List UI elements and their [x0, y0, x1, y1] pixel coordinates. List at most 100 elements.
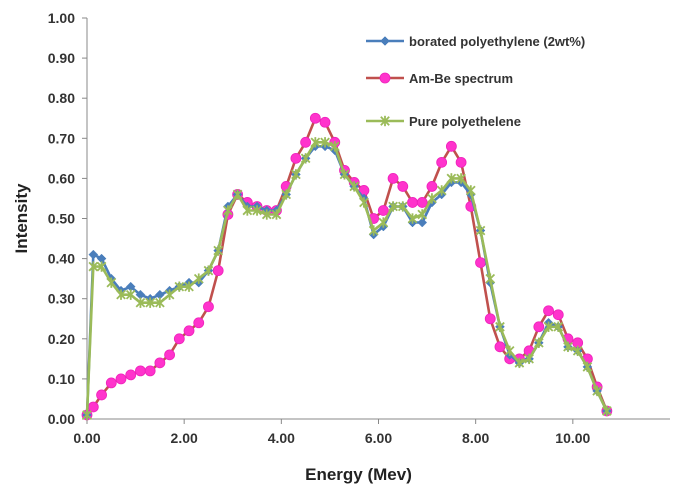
- data-point: [96, 389, 107, 401]
- legend-marker: [379, 72, 391, 84]
- data-point: [495, 321, 505, 332]
- x-tick-label: 10.00: [555, 430, 590, 446]
- data-point: [552, 309, 564, 321]
- data-point: [125, 289, 136, 300]
- series-2: [82, 137, 612, 421]
- data-point: [407, 213, 418, 224]
- data-point: [223, 205, 233, 216]
- data-point: [300, 153, 311, 164]
- y-tick-label: 0.10: [48, 371, 75, 387]
- data-point: [378, 217, 389, 228]
- data-point: [465, 185, 476, 196]
- data-point: [494, 341, 506, 353]
- y-tick-label: 0.30: [48, 291, 75, 307]
- x-axis-title: Energy (Mev): [305, 465, 412, 484]
- data-point: [281, 189, 292, 200]
- data-point: [388, 201, 398, 212]
- data-point: [543, 321, 554, 332]
- x-tick-label: 6.00: [365, 430, 392, 446]
- data-point: [319, 116, 331, 128]
- data-point: [96, 261, 107, 272]
- data-point: [144, 365, 156, 377]
- data-point: [572, 345, 583, 357]
- x-tick-label: 8.00: [462, 430, 489, 446]
- data-point: [212, 265, 224, 277]
- data-point: [88, 249, 99, 260]
- data-point: [368, 225, 379, 236]
- data-point: [193, 273, 204, 284]
- data-point: [524, 353, 534, 365]
- data-point: [106, 277, 117, 288]
- data-point: [164, 289, 175, 300]
- data-point: [349, 181, 360, 192]
- data-point: [173, 333, 185, 345]
- data-point: [290, 152, 302, 164]
- data-point: [417, 217, 428, 228]
- data-point: [484, 313, 496, 325]
- data-point: [261, 209, 272, 220]
- data-point: [155, 297, 165, 308]
- legend: borated polyethylene (2wt%) Am-Be spectru…: [366, 34, 585, 129]
- data-point: [417, 209, 428, 220]
- data-point: [582, 361, 593, 373]
- data-point: [291, 169, 301, 180]
- data-point: [592, 385, 602, 397]
- data-point: [242, 205, 253, 216]
- legend-item-2: Pure polyethelene: [366, 114, 521, 129]
- y-tick-label: 0.60: [48, 170, 75, 186]
- data-point: [213, 245, 224, 256]
- data-point: [309, 112, 321, 124]
- data-point: [339, 169, 350, 180]
- data-point: [426, 181, 438, 192]
- data-point: [533, 337, 544, 349]
- data-point: [602, 405, 612, 417]
- data-point: [329, 141, 340, 152]
- data-point: [485, 273, 496, 284]
- data-point: [203, 301, 214, 313]
- legend-item-0: borated polyethylene (2wt%): [366, 34, 585, 49]
- x-tick-label: 2.00: [171, 430, 198, 446]
- data-point: [116, 289, 126, 300]
- data-point: [436, 156, 448, 168]
- data-point: [475, 257, 486, 269]
- y-tick-label: 0.70: [48, 130, 75, 146]
- data-point: [125, 369, 137, 381]
- data-point: [164, 349, 175, 361]
- y-tick-label: 1.00: [48, 10, 75, 26]
- data-point: [320, 137, 330, 148]
- data-point: [504, 345, 515, 357]
- data-point: [82, 409, 92, 421]
- data-point: [543, 305, 554, 317]
- data-point: [115, 373, 127, 385]
- data-point: [397, 181, 409, 192]
- data-point: [563, 341, 573, 353]
- data-point: [456, 173, 466, 184]
- data-point: [145, 297, 155, 308]
- data-point: [445, 140, 457, 152]
- data-point: [553, 321, 564, 332]
- data-point: [300, 136, 312, 148]
- data-point: [232, 189, 243, 200]
- x-tick-label: 0.00: [73, 430, 100, 446]
- data-point: [135, 365, 146, 377]
- data-point: [271, 209, 282, 220]
- y-tick-label: 0.80: [48, 90, 75, 106]
- y-tick-label: 0.20: [48, 331, 75, 347]
- data-point: [416, 197, 428, 208]
- data-point: [252, 205, 262, 216]
- data-point: [446, 173, 457, 184]
- legend-label: Am-Be spectrum: [409, 71, 513, 86]
- y-tick-label: 0.90: [48, 50, 75, 66]
- y-tick-label: 0.50: [48, 211, 75, 227]
- data-point: [310, 137, 321, 148]
- legend-label: Pure polyethelene: [409, 114, 521, 129]
- series-layer: [81, 112, 613, 421]
- legend-marker: [380, 36, 390, 46]
- data-point: [387, 172, 399, 184]
- legend-label: borated polyethylene (2wt%): [409, 34, 585, 49]
- data-point: [88, 261, 99, 272]
- data-point: [427, 193, 437, 204]
- x-tick-label: 4.00: [268, 430, 295, 446]
- data-point: [105, 377, 117, 389]
